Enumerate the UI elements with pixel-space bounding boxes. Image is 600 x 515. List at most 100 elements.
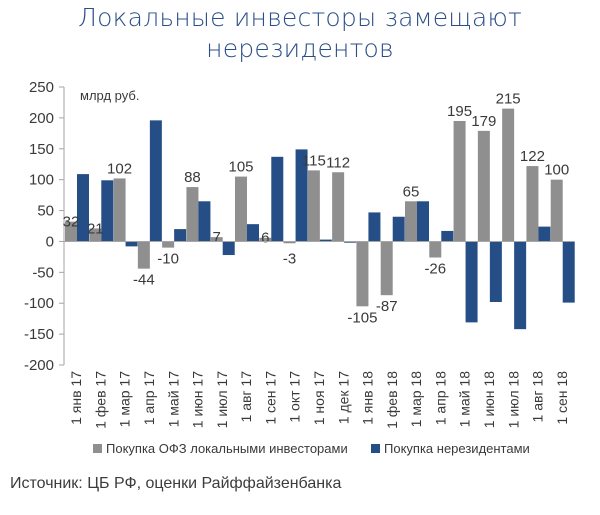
bar-local [477,130,490,242]
bar-nonresident [392,216,405,242]
bar-local [526,166,539,242]
data-label: 32 [63,214,80,231]
legend-label-local: Покупка ОФЗ локальными инвесторами [106,441,348,456]
data-label: 6 [261,230,269,247]
y-tick-label: 50 [37,203,54,220]
data-label: 21 [87,220,104,237]
bar-local [453,120,466,242]
bar-local [210,237,223,242]
bar-local [550,179,563,242]
y-tick-label: 200 [29,110,54,127]
bar-nonresident [319,239,332,242]
x-tick-label: 1 июл 17 [214,371,230,429]
y-tick-label: -150 [24,326,54,343]
bar-local [186,187,199,242]
x-tick-label: 1 фев 17 [92,371,108,429]
data-label: -44 [133,272,155,289]
bar-nonresident [247,224,259,242]
data-label: -10 [157,250,179,267]
data-label: 100 [544,162,569,179]
x-tick-label: 1 мар 18 [408,371,424,428]
bar-local [380,241,393,296]
x-tick-label: 1 сен 18 [554,371,570,425]
bar-nonresident [489,241,502,302]
bar-nonresident [101,180,114,242]
x-tick-label: 1 янв 18 [360,371,376,425]
bar-nonresident [562,241,575,303]
data-label: 179 [471,113,496,130]
y-tick-label: 250 [29,79,54,96]
bar-nonresident [538,226,551,242]
x-tick-label: 1 июл 18 [505,371,521,429]
unit-label: млрд руб. [80,88,139,103]
y-tick-label: 0 [46,233,54,250]
bar-local [137,241,150,269]
x-tick-label: 1 май 18 [457,371,473,428]
bar-local [283,241,296,244]
data-label: 7 [213,229,221,246]
bar-local [332,172,345,242]
data-label: 65 [403,183,420,200]
data-label: -3 [283,250,296,267]
y-tick-label: 150 [29,141,54,158]
x-tick-label: 1 окт 17 [287,371,303,423]
bar-nonresident [271,156,284,242]
bar-local [307,170,320,242]
x-tick-label: 1 дек 17 [335,371,351,424]
data-label: 102 [107,160,132,177]
bar-local [113,178,126,242]
chart-title: Локальные инвесторы замещают нерезиденто… [0,2,600,64]
bar-nonresident [149,120,162,242]
x-tick-label: 1 ноя 17 [311,371,327,425]
data-label: -105 [347,309,377,326]
y-tick-label: 100 [29,172,54,189]
bar-nonresident [295,149,308,242]
chart-title-line-2: нерезидентов [206,34,394,63]
bar-nonresident [198,201,211,242]
bar-nonresident [77,174,89,242]
data-label: 122 [520,148,545,165]
bar-local [502,108,515,242]
data-label: 195 [447,103,472,120]
data-label: -26 [424,261,446,278]
x-tick-label: 1 мар 17 [117,371,133,428]
bar-nonresident [514,241,527,330]
x-tick-label: 1 апр 17 [141,371,157,426]
x-tick-label: 1 авг 18 [530,371,546,423]
x-tick-label: 1 май 17 [165,371,181,428]
y-tick-label: -100 [24,295,54,312]
legend-swatch-nonresident [371,444,380,453]
bar-nonresident [368,212,381,242]
bar-nonresident [417,201,429,242]
bar-nonresident [465,241,478,323]
x-tick-label: 1 июн 17 [190,371,206,428]
bar-chart: -200 -150 -100 -50 0 50 100 150 200 250 млрд руб. 3… [24,79,575,456]
data-label: 215 [496,91,521,108]
bar-local [235,176,247,242]
bar-nonresident [125,241,138,247]
bar-local [162,241,175,248]
bar-local [259,237,272,242]
x-tick-label: 1 сен 17 [262,371,278,425]
bar-nonresident [222,241,235,256]
bar-nonresident [174,229,187,242]
data-label: 88 [184,169,201,186]
data-label: 115 [302,152,326,169]
data-label: 105 [228,159,253,176]
bar-local [429,241,442,258]
bar-nonresident [441,230,454,242]
bar-local [65,221,77,242]
x-tick-label: 1 июн 18 [481,371,497,428]
data-label: -87 [376,298,398,315]
bar-local [89,228,102,242]
bar-nonresident [344,241,357,243]
chart-title-line-1: Локальные инвесторы замещают [78,3,522,32]
legend-label-nonresident: Покупка нерезидентами [384,441,530,456]
source-note: Источник: ЦБ РФ, оценки Райффайзенбанка [10,475,342,492]
x-tick-label: 1 фев 18 [384,371,400,429]
x-tick-label: 1 янв 17 [68,371,84,425]
bar-local [405,201,417,242]
y-tick-label: -50 [32,264,54,281]
x-tick-label: 1 авг 17 [238,371,254,423]
x-tick-label: 1 апр 18 [432,371,448,426]
